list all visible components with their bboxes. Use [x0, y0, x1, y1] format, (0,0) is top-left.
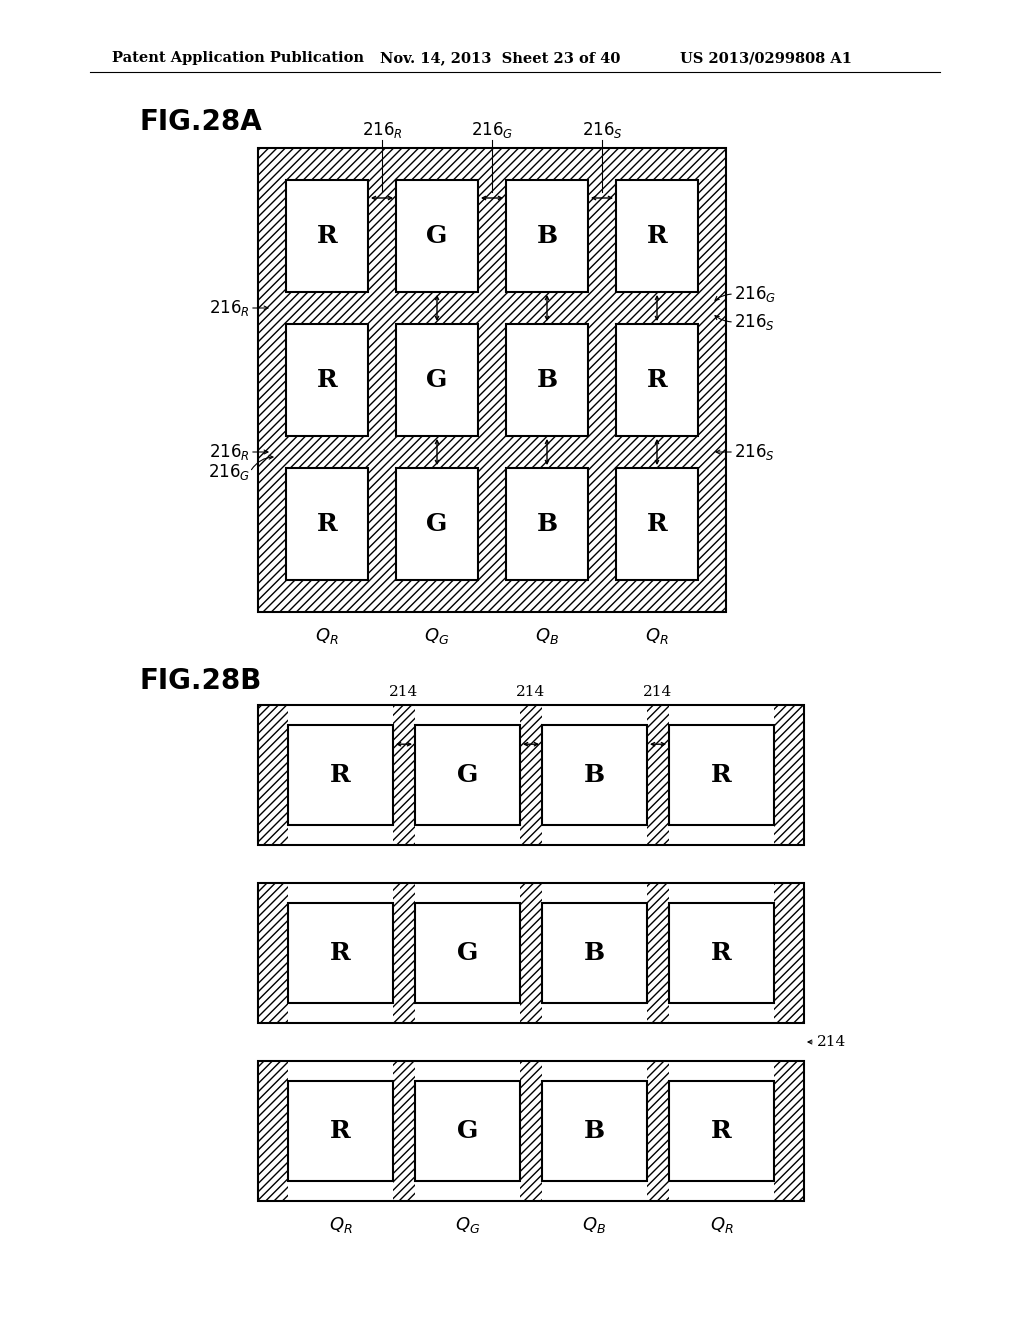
- Text: $216_G$: $216_G$: [208, 462, 250, 482]
- Text: $Q_R$: $Q_R$: [710, 1214, 733, 1236]
- Text: $Q_R$: $Q_R$: [315, 626, 339, 645]
- Bar: [520, 705, 542, 845]
- Bar: [288, 903, 393, 1003]
- Text: $Q_G$: $Q_G$: [424, 626, 450, 645]
- Text: US 2013/0299808 A1: US 2013/0299808 A1: [680, 51, 852, 65]
- Text: $Q_B$: $Q_B$: [583, 1214, 606, 1236]
- Text: 214: 214: [643, 685, 673, 700]
- Text: R: R: [646, 368, 668, 392]
- Bar: [506, 180, 588, 292]
- Bar: [258, 883, 804, 1023]
- Bar: [258, 705, 288, 845]
- Bar: [542, 1081, 647, 1181]
- Bar: [669, 903, 774, 1003]
- Text: R: R: [646, 224, 668, 248]
- Text: $216_S$: $216_S$: [734, 442, 775, 462]
- Bar: [396, 180, 478, 292]
- Text: G: G: [457, 1119, 478, 1143]
- Bar: [616, 180, 698, 292]
- Text: 214: 214: [516, 685, 546, 700]
- Text: $216_R$: $216_R$: [209, 442, 250, 462]
- Text: $Q_R$: $Q_R$: [329, 1214, 352, 1236]
- Text: $Q_B$: $Q_B$: [535, 626, 559, 645]
- Text: R: R: [316, 512, 337, 536]
- Text: G: G: [457, 941, 478, 965]
- Text: 214: 214: [817, 1035, 846, 1049]
- Bar: [616, 323, 698, 436]
- Bar: [774, 1061, 804, 1201]
- Bar: [288, 725, 393, 825]
- Text: $216_S$: $216_S$: [734, 312, 775, 333]
- Text: FIG.28A: FIG.28A: [140, 108, 263, 136]
- Text: R: R: [330, 763, 351, 787]
- Bar: [774, 705, 804, 845]
- Bar: [393, 705, 415, 845]
- Bar: [520, 883, 542, 1023]
- Bar: [286, 323, 368, 436]
- Text: R: R: [330, 941, 351, 965]
- Text: R: R: [711, 763, 732, 787]
- Text: R: R: [316, 368, 337, 392]
- Bar: [669, 725, 774, 825]
- Bar: [415, 1081, 520, 1181]
- Bar: [393, 883, 415, 1023]
- Text: R: R: [316, 224, 337, 248]
- Bar: [647, 883, 669, 1023]
- Bar: [288, 1061, 774, 1201]
- Text: FIG.28B: FIG.28B: [140, 667, 262, 696]
- Text: G: G: [426, 512, 447, 536]
- Bar: [396, 323, 478, 436]
- Text: R: R: [711, 1119, 732, 1143]
- Text: G: G: [426, 224, 447, 248]
- Bar: [647, 705, 669, 845]
- Text: $216_G$: $216_G$: [471, 120, 513, 140]
- Bar: [506, 469, 588, 579]
- Bar: [415, 725, 520, 825]
- Text: G: G: [426, 368, 447, 392]
- Text: 214: 214: [389, 685, 419, 700]
- Text: $Q_G$: $Q_G$: [455, 1214, 480, 1236]
- Bar: [258, 1061, 804, 1201]
- Bar: [542, 725, 647, 825]
- Bar: [258, 883, 288, 1023]
- Bar: [774, 883, 804, 1023]
- Bar: [396, 469, 478, 579]
- Bar: [288, 1081, 393, 1181]
- Bar: [258, 705, 804, 845]
- Bar: [616, 469, 698, 579]
- Bar: [520, 1061, 542, 1201]
- Text: B: B: [537, 224, 557, 248]
- Bar: [288, 705, 774, 845]
- Text: B: B: [537, 368, 557, 392]
- Bar: [415, 903, 520, 1003]
- Text: $216_S$: $216_S$: [582, 120, 623, 140]
- Text: R: R: [330, 1119, 351, 1143]
- Text: $216_R$: $216_R$: [209, 298, 250, 318]
- Text: R: R: [646, 512, 668, 536]
- Text: $Q_R$: $Q_R$: [645, 626, 669, 645]
- Text: Patent Application Publication: Patent Application Publication: [112, 51, 364, 65]
- Text: B: B: [537, 512, 557, 536]
- Bar: [286, 469, 368, 579]
- Text: B: B: [584, 941, 605, 965]
- Text: B: B: [584, 1119, 605, 1143]
- Text: R: R: [711, 941, 732, 965]
- Text: B: B: [584, 763, 605, 787]
- Bar: [542, 903, 647, 1003]
- Bar: [647, 1061, 669, 1201]
- Text: Nov. 14, 2013  Sheet 23 of 40: Nov. 14, 2013 Sheet 23 of 40: [380, 51, 621, 65]
- Bar: [288, 883, 774, 1023]
- Bar: [506, 323, 588, 436]
- Text: $216_R$: $216_R$: [361, 120, 402, 140]
- Bar: [258, 1061, 288, 1201]
- Bar: [669, 1081, 774, 1181]
- Bar: [393, 1061, 415, 1201]
- Bar: [258, 148, 726, 612]
- Text: G: G: [457, 763, 478, 787]
- Bar: [286, 180, 368, 292]
- Text: $216_G$: $216_G$: [734, 284, 776, 304]
